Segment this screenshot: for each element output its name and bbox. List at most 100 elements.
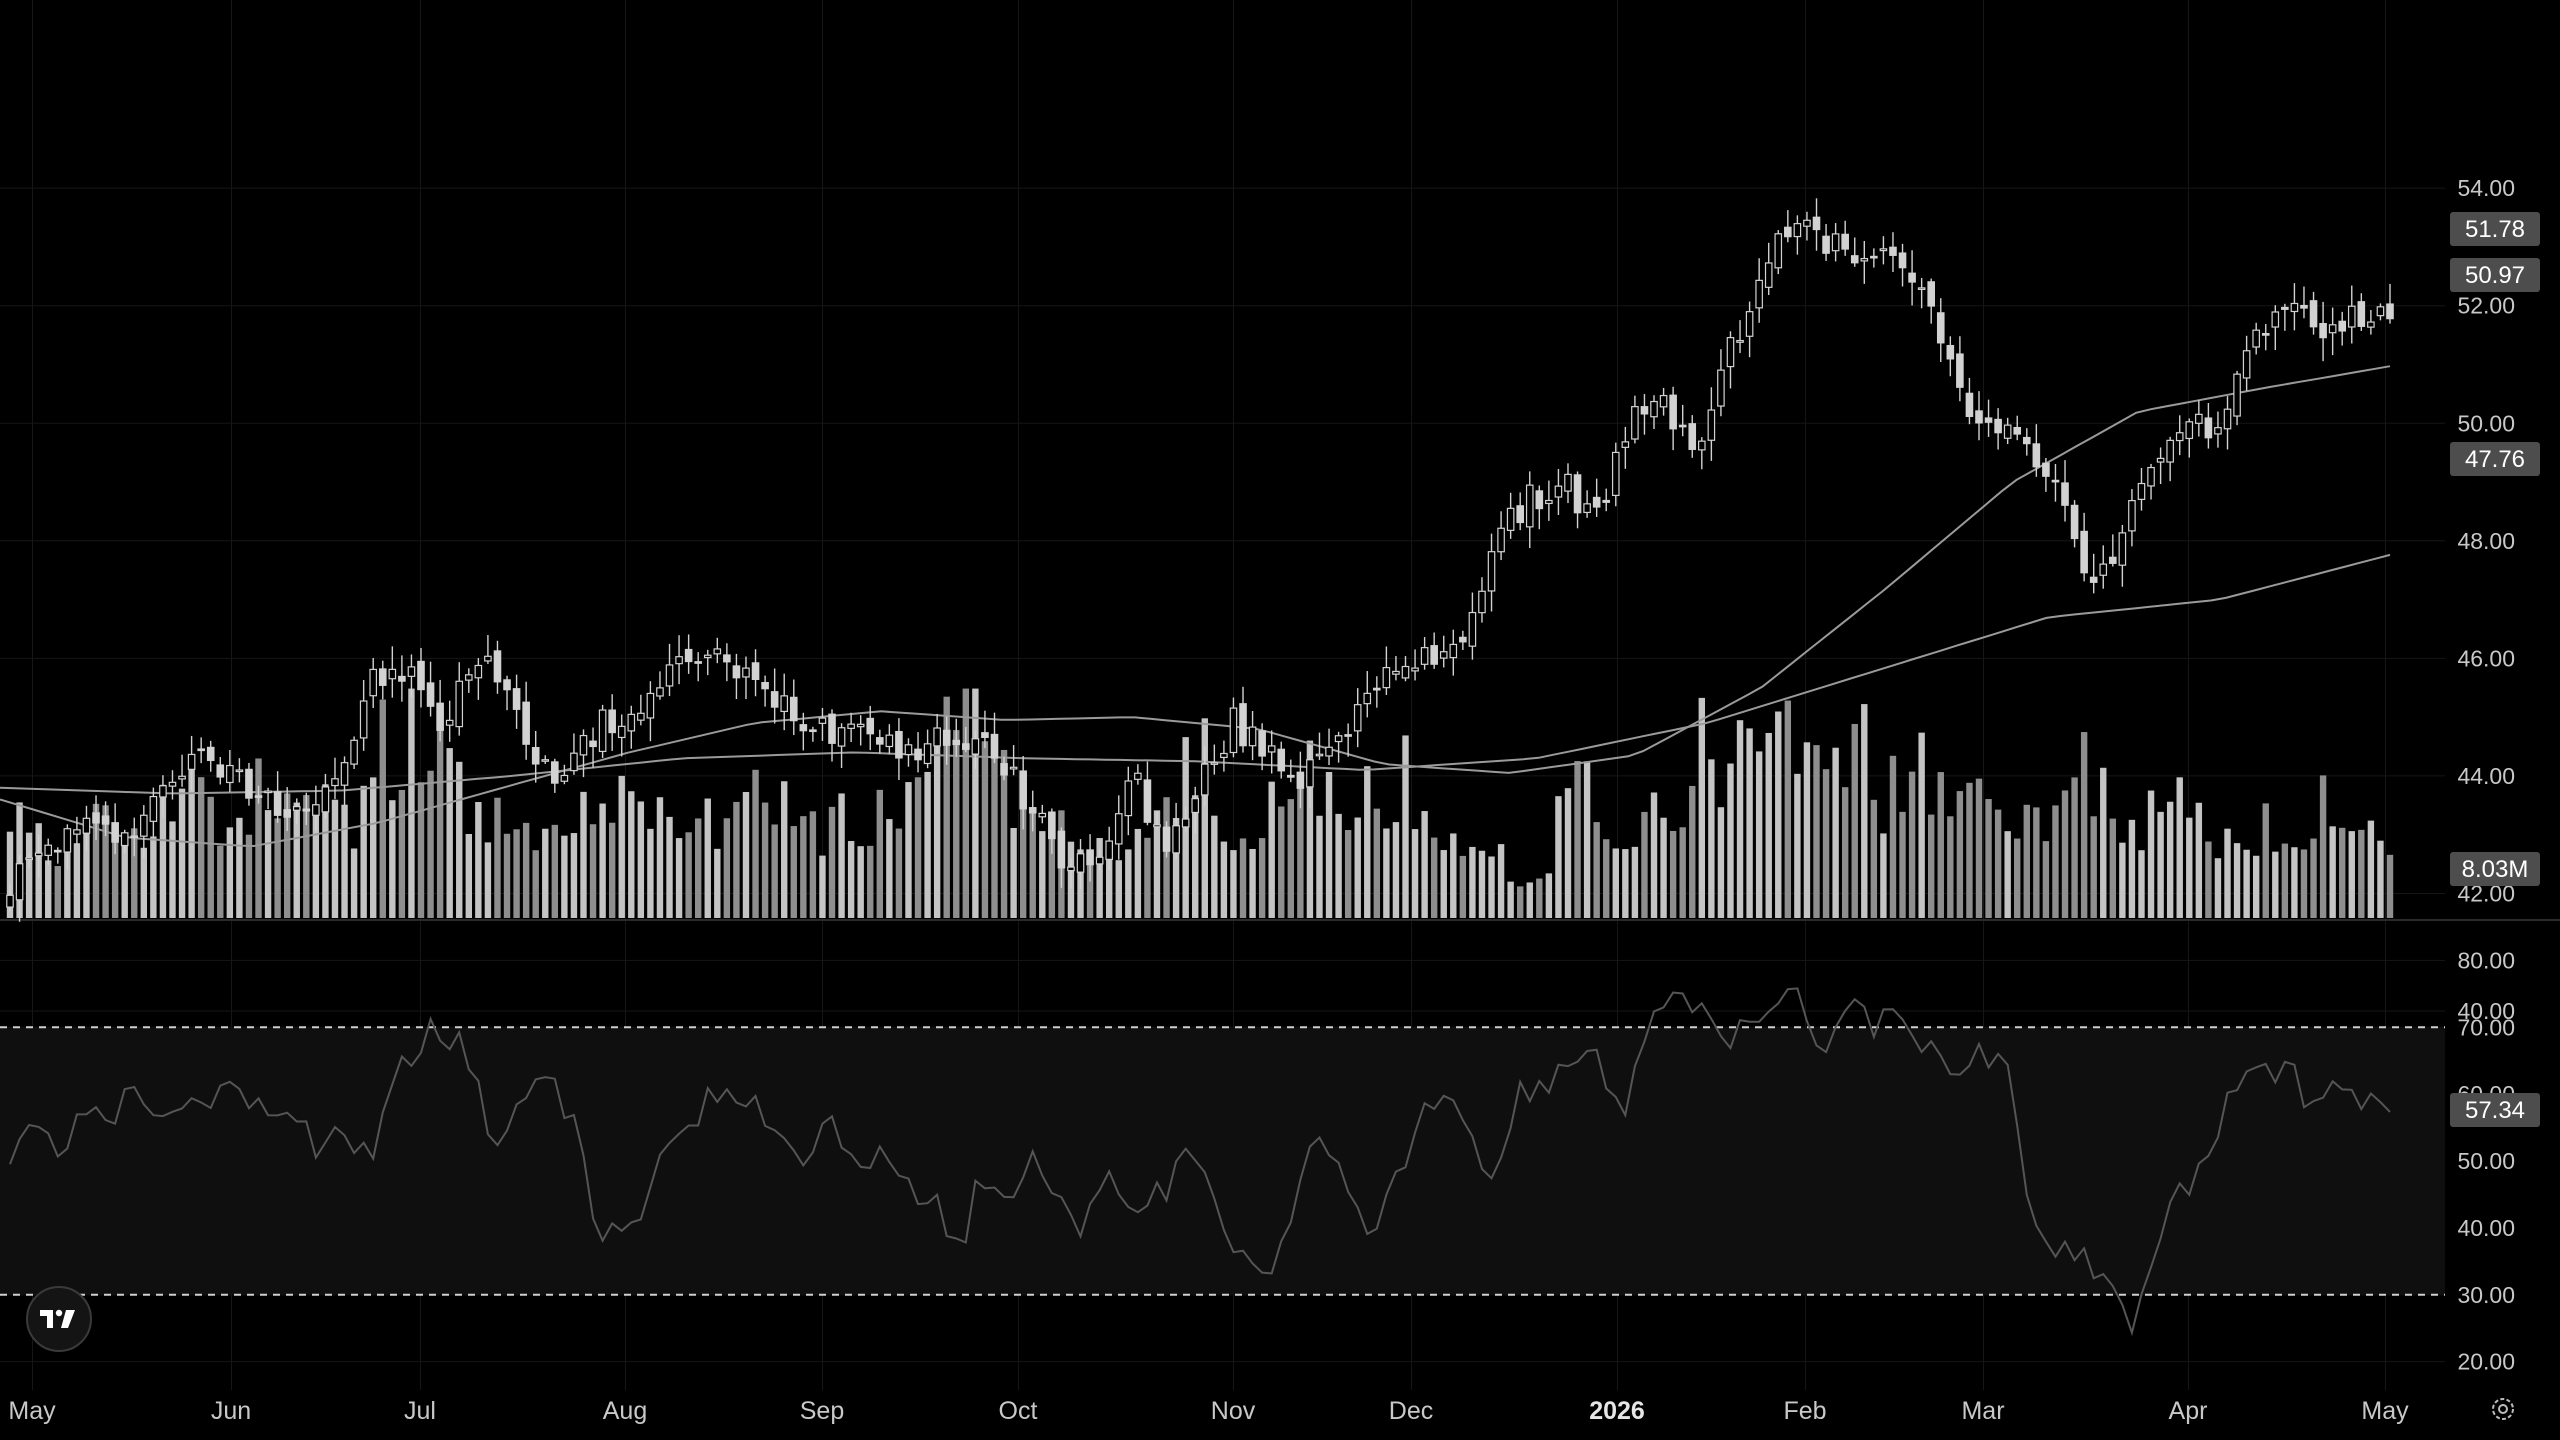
candle-body xyxy=(809,729,817,733)
volume-bar xyxy=(914,777,922,918)
candle-body xyxy=(1831,233,1840,252)
candle-body xyxy=(2319,323,2327,339)
candle-body xyxy=(2242,350,2251,379)
volume-bar xyxy=(102,805,109,918)
candle xyxy=(713,637,722,664)
badge-last-close-bg xyxy=(2450,212,2540,246)
volume-bar xyxy=(1373,808,1381,918)
volume-bar xyxy=(1622,849,1629,918)
volume-bar xyxy=(2358,829,2365,918)
candle xyxy=(847,712,855,743)
candle-body xyxy=(378,668,387,686)
candle-body xyxy=(962,743,970,750)
volume-bar xyxy=(1593,822,1600,918)
volume-bar xyxy=(1134,828,1142,918)
candle-body xyxy=(684,648,693,663)
candle-body xyxy=(2147,466,2155,487)
volume-bar xyxy=(1239,838,1247,918)
candle xyxy=(1650,395,1658,429)
settings-icon[interactable] xyxy=(2488,1394,2518,1424)
candle xyxy=(1927,278,1936,324)
candle xyxy=(445,700,454,742)
candle-body xyxy=(981,732,989,739)
candle-body xyxy=(703,654,712,659)
candle xyxy=(1516,492,1525,531)
candle xyxy=(1459,630,1467,651)
candle-body xyxy=(1487,551,1496,592)
badge-ma-slow-text: 47.76 xyxy=(2465,446,2525,473)
volume-bar xyxy=(1583,761,1591,918)
candle-body xyxy=(2271,311,2280,328)
candle-body xyxy=(1956,353,1964,388)
volume-bar xyxy=(2377,840,2384,918)
badge-ma-fast-bg xyxy=(2450,258,2540,292)
candle xyxy=(1669,386,1677,451)
volume-bar xyxy=(1966,782,1973,918)
tradingview-logo-icon[interactable] xyxy=(26,1286,92,1352)
candle xyxy=(1373,676,1381,708)
ma-fast-line xyxy=(0,365,2391,848)
candle-body xyxy=(312,804,320,816)
candle xyxy=(149,787,158,838)
candle-body xyxy=(895,730,903,759)
candle-body xyxy=(1984,417,1993,423)
candle-body xyxy=(2013,426,2022,435)
candle xyxy=(197,737,205,764)
volume-bar xyxy=(809,811,817,918)
candle-body xyxy=(63,828,72,853)
candle-body xyxy=(751,662,760,680)
candle xyxy=(895,718,903,781)
candle-body xyxy=(904,744,913,756)
candle xyxy=(2051,464,2060,502)
volume-bar xyxy=(2147,790,2155,918)
candle-body xyxy=(1210,762,1219,765)
candle xyxy=(875,729,884,754)
volume-bar xyxy=(436,724,444,918)
candle-body xyxy=(120,832,129,847)
candle xyxy=(2070,500,2079,548)
candle-body xyxy=(694,661,702,664)
candle-body xyxy=(302,808,311,812)
date-tick-label: Aug xyxy=(603,1397,647,1425)
candle xyxy=(312,785,320,832)
candle xyxy=(1325,728,1333,766)
candle xyxy=(1535,485,1544,530)
candle xyxy=(914,732,922,773)
candle xyxy=(2309,291,2318,335)
candle-body xyxy=(1095,856,1104,865)
volume-bars xyxy=(6,688,2394,918)
candle xyxy=(675,635,683,685)
candle-body xyxy=(82,817,91,834)
volume-bar xyxy=(417,782,425,918)
date-tick-label: Mar xyxy=(1961,1397,2004,1425)
volume-bar xyxy=(1249,848,1256,918)
candle xyxy=(656,671,664,700)
volume-bar xyxy=(226,827,234,918)
candle xyxy=(770,668,779,724)
volume-bar xyxy=(2109,818,2117,918)
candle xyxy=(2118,524,2127,587)
candle-body xyxy=(2281,306,2289,310)
candle xyxy=(2185,418,2194,458)
candle-body xyxy=(1497,527,1505,553)
candle-body xyxy=(2118,532,2127,566)
candle xyxy=(92,795,100,841)
candle xyxy=(2003,417,2012,445)
volume-bar xyxy=(1125,849,1132,918)
candle xyxy=(1545,480,1553,521)
candle-body xyxy=(283,809,291,818)
price-tick-label: 44.00 xyxy=(2457,763,2515,789)
volume-bar xyxy=(1708,759,1715,918)
volume-bar xyxy=(169,821,176,918)
volume-bar xyxy=(656,797,664,918)
candle xyxy=(1009,745,1018,776)
candle xyxy=(1430,632,1438,669)
candle-body xyxy=(44,844,53,856)
candle xyxy=(1229,697,1238,758)
candle xyxy=(2099,545,2108,589)
volume-bar xyxy=(847,841,855,918)
candle xyxy=(818,707,827,741)
volume-bar xyxy=(2100,767,2107,918)
candle-body xyxy=(1516,505,1525,524)
